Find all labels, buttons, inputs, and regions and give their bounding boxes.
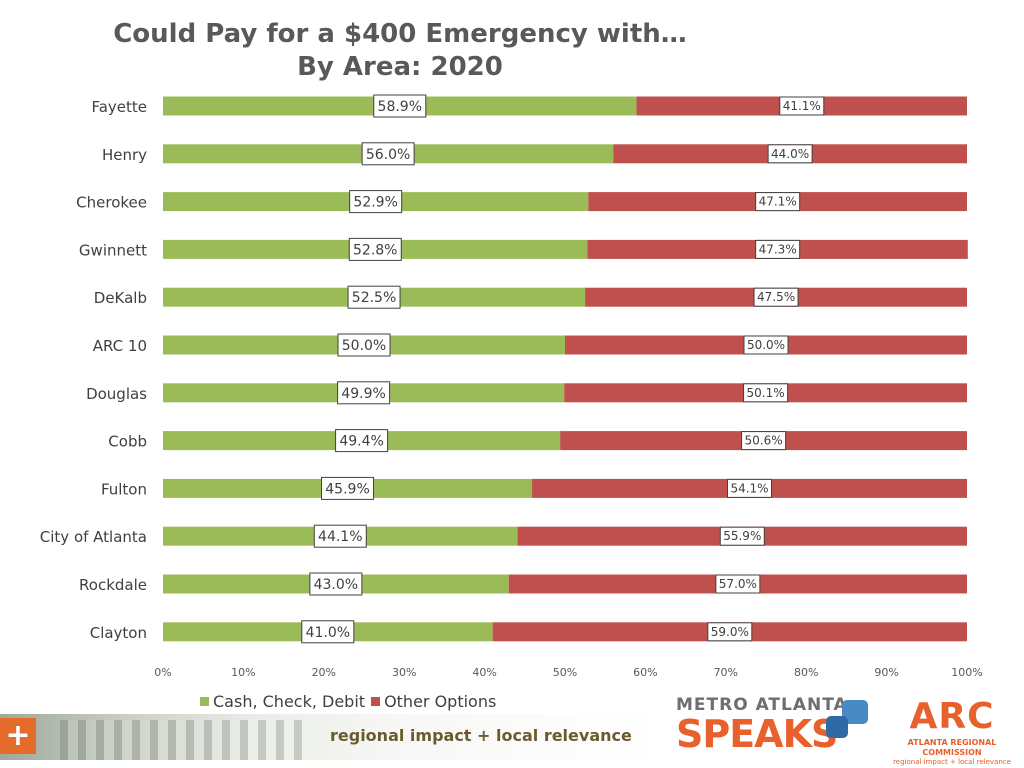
data-label-box-douglas-cash (337, 381, 391, 405)
legend-swatch-other (371, 697, 381, 706)
buildings-image (60, 720, 310, 760)
data-label-city-of-atlanta-other: 55.9% (723, 529, 761, 543)
data-label-fulton-other: 54.1% (730, 481, 768, 495)
data-label-dekalb-other: 47.5% (757, 290, 795, 304)
data-label-box-city-of-atlanta-other (719, 526, 765, 546)
data-label-gwinnett-cash: 52.8% (353, 242, 397, 258)
data-label-henry-cash: 56.0% (366, 147, 410, 163)
data-label-rockdale-cash: 43.0% (314, 577, 358, 593)
data-label-cherokee-cash: 52.9% (353, 195, 397, 211)
footer-tagline: regional impact + local relevance (330, 726, 632, 745)
data-label-fayette-other: 41.1% (783, 99, 821, 113)
data-label-box-fulton-other (727, 478, 773, 498)
x-tick-label-3: 30% (392, 666, 416, 679)
data-label-box-gwinnett-cash (348, 237, 402, 261)
data-label-henry-other: 44.0% (771, 147, 809, 161)
data-label-box-dekalb-cash (347, 285, 401, 309)
legend-item-cash: Cash, Check, Debit (200, 692, 365, 711)
stacked-bar-chart: Fayette 58.9% 41.1% Henry 56.0% 44.0% Cherokee… (40, 94, 983, 679)
x-tick-label-2: 20% (312, 666, 336, 679)
data-label-box-arc-10-cash (337, 333, 391, 357)
data-label-arc-10-cash: 50.0% (342, 338, 386, 354)
data-label-gwinnett-other: 47.3% (759, 242, 797, 256)
data-label-box-city-of-atlanta-cash (313, 524, 367, 548)
data-label-box-cherokee-cash (349, 190, 403, 214)
chart-title-line1: Could Pay for a $400 Emergency with… (113, 19, 687, 49)
arc-logo-text: ARC (909, 696, 995, 737)
category-label-henry: Henry (102, 146, 147, 164)
metro-logo-big-text: SPEAKS (676, 712, 838, 756)
data-label-box-arc-10-other (743, 335, 789, 355)
category-label-douglas: Douglas (86, 385, 147, 403)
x-tick-label-1: 10% (231, 666, 255, 679)
legend-item-other: Other Options (371, 692, 496, 711)
x-tick-label-8: 80% (794, 666, 818, 679)
arc-name-text: ATLANTA REGIONAL COMMISSION (907, 738, 997, 757)
data-label-clayton-other: 59.0% (711, 625, 749, 639)
category-label-cherokee: Cherokee (76, 194, 147, 212)
data-label-box-cobb-cash (335, 429, 389, 453)
data-label-box-douglas-other (743, 383, 789, 403)
data-label-box-gwinnett-other (755, 239, 801, 259)
data-label-box-clayton-cash (301, 620, 355, 644)
data-label-box-henry-cash (361, 142, 415, 166)
category-label-dekalb: DeKalb (94, 289, 147, 307)
x-tick-label-9: 90% (874, 666, 898, 679)
data-label-fulton-cash: 45.9% (325, 481, 369, 497)
speech-bubble-icon-2 (826, 716, 848, 738)
category-label-arc-10: ARC 10 (93, 337, 147, 355)
x-tick-label-4: 40% (472, 666, 496, 679)
data-label-douglas-other: 50.1% (747, 386, 785, 400)
data-label-fayette-cash: 58.9% (378, 99, 422, 115)
data-label-city-of-atlanta-cash: 44.1% (318, 529, 362, 545)
data-label-cobb-other: 50.6% (745, 434, 783, 448)
data-label-box-rockdale-cash (309, 572, 363, 596)
data-label-box-fayette-other (779, 96, 825, 116)
data-label-box-clayton-other (707, 622, 753, 642)
legend-label-other: Other Options (384, 692, 497, 711)
category-label-cobb: Cobb (108, 433, 147, 451)
data-label-box-rockdale-other (715, 574, 761, 594)
chart-title: Could Pay for a $400 Emergency with… By … (0, 18, 800, 84)
data-label-cherokee-other: 47.1% (759, 195, 797, 209)
data-label-arc-10-other: 50.0% (747, 338, 785, 352)
metro-logo-top-text: METRO ATLANTA (676, 695, 848, 715)
data-label-clayton-cash: 41.0% (306, 625, 350, 641)
plus-icon: + (0, 718, 36, 754)
data-label-douglas-cash: 49.9% (341, 386, 385, 402)
category-label-clayton: Clayton (90, 624, 147, 642)
category-label-gwinnett: Gwinnett (79, 241, 147, 259)
category-label-fulton: Fulton (101, 480, 147, 498)
data-label-cobb-cash: 49.4% (339, 434, 383, 450)
x-tick-label-0: 0% (154, 666, 171, 679)
data-label-dekalb-cash: 52.5% (352, 290, 396, 306)
data-label-box-cobb-other (741, 431, 787, 451)
data-label-box-dekalb-other (753, 287, 799, 307)
x-tick-label-10: 100% (951, 666, 982, 679)
data-label-rockdale-other: 57.0% (719, 577, 757, 591)
data-label-box-fulton-cash (321, 476, 375, 500)
category-label-city-of-atlanta: City of Atlanta (40, 528, 147, 546)
footer-banner: + regional impact + local relevance (0, 714, 660, 760)
legend-label-cash: Cash, Check, Debit (213, 692, 366, 711)
x-tick-label-7: 70% (714, 666, 738, 679)
chart-legend: Cash, Check, Debit Other Options (200, 692, 496, 711)
legend-swatch-cash (200, 697, 209, 706)
x-tick-label-5: 50% (553, 666, 577, 679)
metro-atlanta-speaks-logo: METRO ATLANTA SPEAKS (676, 696, 876, 762)
category-label-rockdale: Rockdale (79, 576, 147, 594)
data-label-box-henry-other (767, 144, 813, 164)
arc-logo: ARC ATLANTA REGIONAL COMMISSION regional… (884, 696, 1020, 767)
category-label-fayette: Fayette (91, 98, 147, 116)
x-tick-label-6: 60% (633, 666, 657, 679)
arc-subtitle-text: regional impact + local relevance (893, 758, 1011, 766)
chart-subtitle: By Area: 2020 (297, 52, 503, 82)
data-label-box-cherokee-other (755, 192, 801, 212)
data-label-box-fayette-cash (373, 94, 427, 118)
